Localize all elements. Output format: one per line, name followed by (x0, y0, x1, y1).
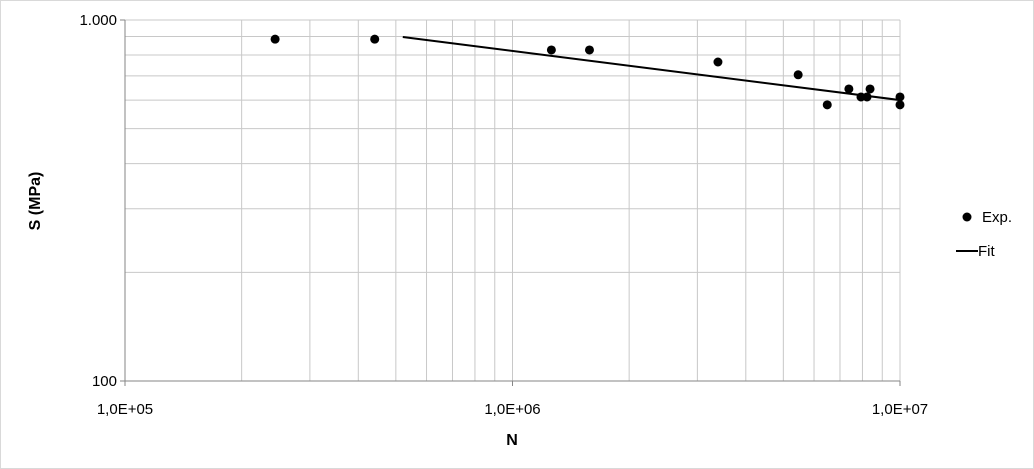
legend-marker-icon (962, 212, 972, 222)
legend-label: Exp. (982, 209, 1012, 226)
x-tick-label: 1,0E+07 (872, 401, 928, 418)
y-tick-label: 100 (92, 373, 117, 390)
data-point (713, 57, 723, 67)
x-tick-label: 1,0E+06 (484, 401, 540, 418)
x-tick-label: 1,0E+05 (97, 401, 153, 418)
data-point (546, 45, 556, 55)
data-point (865, 84, 875, 94)
data-point (793, 70, 803, 80)
y-axis-label: S (MPa) (27, 172, 44, 231)
y-tick-label: 1.000 (79, 12, 117, 29)
fit-line (402, 36, 901, 102)
data-point (370, 34, 380, 44)
legend-label: Fit (978, 243, 995, 260)
data-point (822, 100, 832, 110)
data-point (895, 100, 905, 110)
data-point (584, 45, 594, 55)
data-point (270, 34, 280, 44)
data-point (844, 84, 854, 94)
x-axis-label: N (506, 432, 518, 449)
